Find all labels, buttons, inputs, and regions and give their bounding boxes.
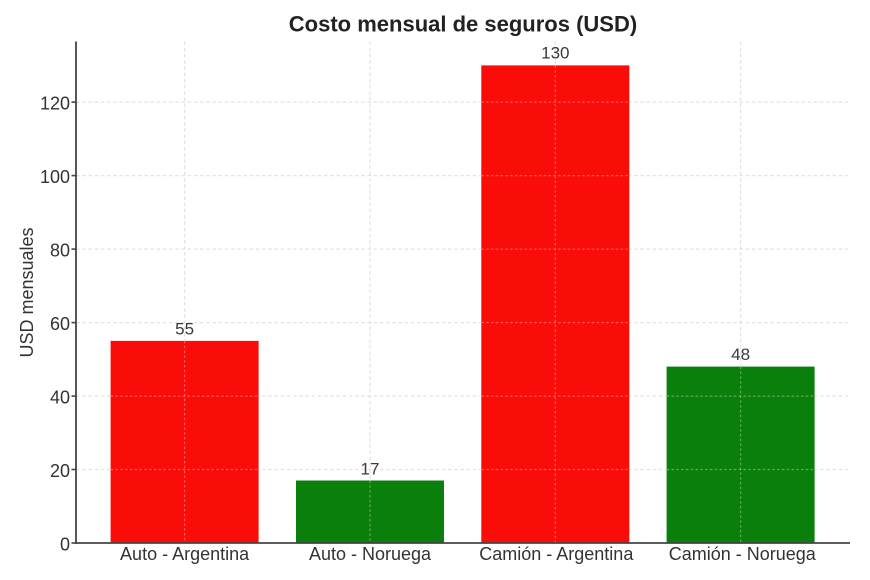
svg-text:Costo mensual de seguros (USD): Costo mensual de seguros (USD) [289, 12, 637, 37]
svg-text:40: 40 [50, 387, 70, 407]
svg-text:Camión - Argentina: Camión - Argentina [479, 544, 634, 564]
svg-text:Auto - Argentina: Auto - Argentina [120, 544, 250, 564]
svg-text:0: 0 [60, 534, 70, 554]
svg-text:100: 100 [40, 167, 70, 187]
svg-text:Camión - Noruega: Camión - Noruega [669, 544, 817, 564]
svg-text:55: 55 [175, 320, 194, 339]
svg-text:Auto - Noruega: Auto - Noruega [309, 544, 432, 564]
svg-text:20: 20 [50, 461, 70, 481]
svg-text:USD mensuales: USD mensuales [17, 227, 37, 357]
svg-text:60: 60 [50, 314, 70, 334]
svg-text:120: 120 [40, 93, 70, 113]
svg-text:80: 80 [50, 240, 70, 260]
svg-text:48: 48 [731, 345, 750, 364]
svg-text:17: 17 [361, 459, 380, 478]
svg-text:130: 130 [541, 44, 569, 63]
